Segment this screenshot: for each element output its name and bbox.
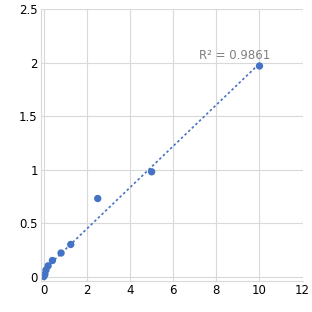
Point [257,64,262,69]
Text: R² = 0.9861: R² = 0.9861 [199,49,271,62]
Point [50,258,55,263]
Point [95,196,100,201]
Point [46,263,51,268]
Point [149,169,154,174]
Point [68,242,73,247]
Point [41,274,46,279]
Point [42,272,47,277]
Point [43,268,48,273]
Point [59,251,64,256]
